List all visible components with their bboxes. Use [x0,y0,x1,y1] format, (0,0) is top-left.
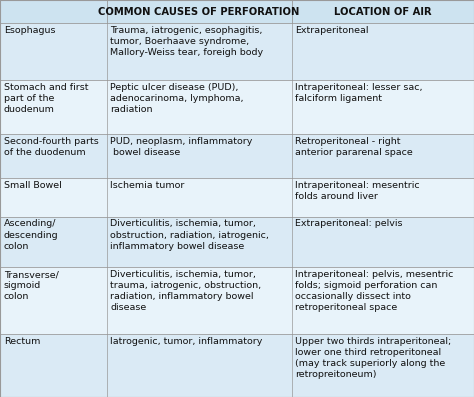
Text: Esophagus: Esophagus [4,26,55,35]
Bar [0,80,474,135]
Text: Trauma, iatrogenic, esophagitis,
tumor, Boerhaave syndrome,
Mallory-Weiss tear, : Trauma, iatrogenic, esophagitis, tumor, … [110,26,264,57]
Bar [0,0,474,23]
Bar [0,268,474,334]
Text: Extraperitoneal: pelvis: Extraperitoneal: pelvis [295,220,403,228]
Text: Upper two thirds intraperitoneal;
lower one third retroperitoneal
(may track sup: Upper two thirds intraperitoneal; lower … [295,337,452,379]
Text: Second-fourth parts
of the duodenum: Second-fourth parts of the duodenum [4,137,99,157]
Text: Stomach and first
part of the
duodenum: Stomach and first part of the duodenum [4,83,88,114]
Text: COMMON CAUSES OF PERFORATION: COMMON CAUSES OF PERFORATION [99,7,300,17]
Bar [0,334,474,397]
Text: Ischemia tumor: Ischemia tumor [110,181,185,190]
Text: LOCATION OF AIR: LOCATION OF AIR [334,7,431,17]
Text: Peptic ulcer disease (PUD),
adenocarinoma, lymphoma,
radiation: Peptic ulcer disease (PUD), adenocarinom… [110,83,244,114]
Text: Small Bowel: Small Bowel [4,181,62,190]
Text: Diverticulitis, ischemia, tumor,
trauma, iatrogenic, obstruction,
radiation, inf: Diverticulitis, ischemia, tumor, trauma,… [110,270,262,312]
Text: Intraperitoneal: pelvis, mesentric
folds; sigmoid perforation can
occasionally d: Intraperitoneal: pelvis, mesentric folds… [295,270,454,312]
Text: Transverse/
sigmoid
colon: Transverse/ sigmoid colon [4,270,59,301]
Bar [0,178,474,217]
Text: Ascending/
descending
colon: Ascending/ descending colon [4,220,58,251]
Bar [0,23,474,80]
Text: Intraperitoneal: mesentric
folds around liver: Intraperitoneal: mesentric folds around … [295,181,420,201]
Text: Intraperitoneal: lesser sac,
falciform ligament: Intraperitoneal: lesser sac, falciform l… [295,83,423,103]
Text: Retroperitoneal - right
anterior pararenal space: Retroperitoneal - right anterior pararen… [295,137,413,157]
Text: Diverticulitis, ischemia, tumor,
obstruction, radiation, iatrogenic,
inflammator: Diverticulitis, ischemia, tumor, obstruc… [110,220,269,251]
Bar [0,217,474,268]
Text: Rectum: Rectum [4,337,40,346]
Text: Extraperitoneal: Extraperitoneal [295,26,369,35]
Bar [0,135,474,178]
Text: Iatrogenic, tumor, inflammatory: Iatrogenic, tumor, inflammatory [110,337,263,346]
Text: PUD, neoplasm, inflammatory
 bowel disease: PUD, neoplasm, inflammatory bowel diseas… [110,137,253,157]
